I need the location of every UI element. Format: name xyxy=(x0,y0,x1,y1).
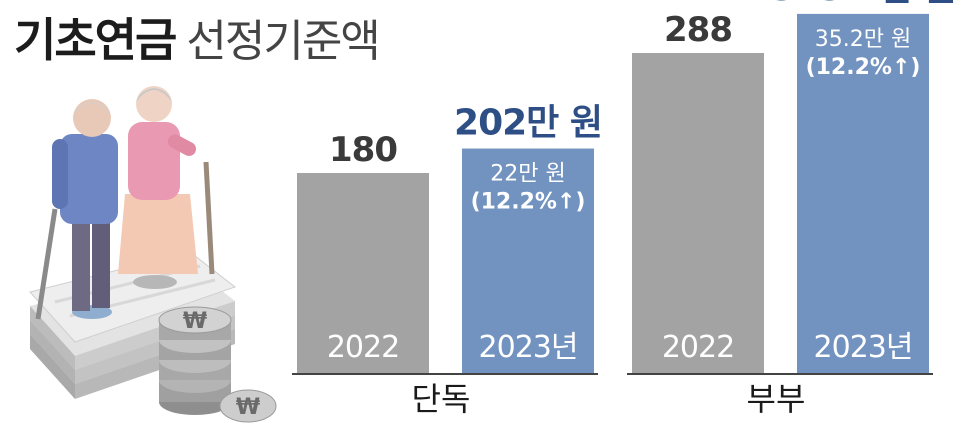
bar-2022-single xyxy=(297,173,429,373)
value-label: 323.2만 원 xyxy=(771,0,956,9)
increase-label: 22만 원 xyxy=(490,162,565,187)
value-label: 202만 원 xyxy=(454,103,602,144)
coin-stack-icon: ₩ ₩ xyxy=(158,306,277,423)
bar-2023-couple xyxy=(797,13,929,374)
svg-text:₩: ₩ xyxy=(236,395,260,420)
title-main: 기초연금 xyxy=(14,13,177,67)
increase-label: 35.2만 원 xyxy=(815,27,911,52)
year-label: 2023년 xyxy=(479,330,578,365)
title-sub: 선정기준액 xyxy=(186,16,380,67)
bar-2023-single xyxy=(462,148,594,373)
bar-2022-couple xyxy=(632,53,764,373)
increase-rate-label: (12.2%↑) xyxy=(471,190,586,215)
category-label-single: 단독 xyxy=(412,380,471,418)
year-label: 2023년 xyxy=(814,330,913,365)
elderly-man-icon xyxy=(35,99,118,320)
elderly-couple-money-illustration: ₩ ₩ xyxy=(29,86,277,423)
svg-text:₩: ₩ xyxy=(183,309,207,334)
elderly-woman-icon xyxy=(118,86,215,289)
year-label: 2022 xyxy=(327,330,399,365)
page-title: 기초연금 선정기준액 xyxy=(14,4,381,70)
value-label: 180 xyxy=(329,130,397,170)
year-label: 2022 xyxy=(662,330,734,365)
increase-rate-label: (12.2%↑) xyxy=(806,55,921,80)
category-label-couple: 부부 xyxy=(747,380,806,418)
value-label: 288 xyxy=(664,10,732,50)
